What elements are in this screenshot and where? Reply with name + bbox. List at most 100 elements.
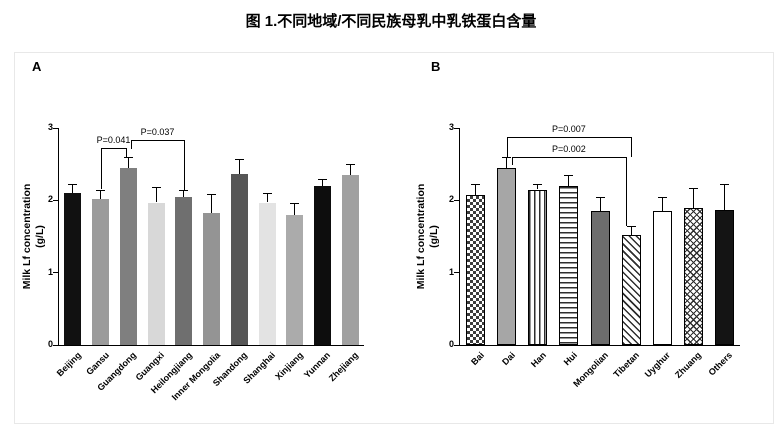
significance-bracket-tick <box>626 156 628 226</box>
y-axis-title-b-line2: (g/L) <box>428 225 441 248</box>
significance-bracket-tick <box>506 136 508 157</box>
error-bar-cap <box>595 196 605 198</box>
error-bar-cap <box>471 184 481 186</box>
error-bar-stem <box>266 193 268 203</box>
significance-bracket-tick <box>183 139 185 190</box>
bar-heilongjiang <box>175 196 193 345</box>
bar-uyghur <box>652 211 672 345</box>
y-axis-title-a-line1: Milk Lf concentration <box>21 183 33 290</box>
y-axis-title-b-line1: Milk Lf concentration <box>415 183 427 290</box>
y-axis-tick <box>454 272 459 274</box>
error-bar-cap <box>564 175 574 176</box>
bar-dai <box>497 167 517 345</box>
error-bar-stem <box>211 193 212 214</box>
error-bar-stem <box>537 183 539 190</box>
error-bar-stem <box>630 226 632 236</box>
error-bar-cap <box>234 159 244 161</box>
error-bar-stem <box>238 159 240 174</box>
y-axis-tick <box>454 127 459 129</box>
y-axis-title-a-line2: (g/L) <box>34 225 47 248</box>
significance-p-value: P=0.041 <box>96 135 131 146</box>
plot-area-b: 0 1 2 3 Bai Dai Han Hui Mongolian Tibetan Uyghur Zh… <box>449 122 740 389</box>
bar-yunnan <box>313 185 331 345</box>
significance-bracket-tick <box>131 139 133 149</box>
error-bar-stem <box>599 196 601 212</box>
error-bar-cap <box>151 186 161 188</box>
y-axis-title-b: Milk Lf concentration (g/L) <box>415 128 442 345</box>
error-bar-cap <box>96 189 106 191</box>
bar-bai <box>466 195 486 345</box>
bar-xinjiang <box>286 214 304 345</box>
error-bar-cap <box>688 188 698 189</box>
error-bar-stem <box>506 156 508 168</box>
error-bar-stem <box>155 186 157 203</box>
y-axis-tick <box>53 272 58 274</box>
bar-shanghai <box>258 202 276 345</box>
error-bar-stem <box>723 184 725 210</box>
error-bar-cap <box>345 164 355 166</box>
bar-tibetan <box>621 235 641 345</box>
y-axis-tick <box>454 344 459 346</box>
bar-beijing <box>64 193 82 345</box>
error-bar-cap <box>533 183 543 185</box>
error-bar-cap <box>626 226 636 228</box>
error-bar-stem <box>72 184 74 194</box>
figure: A Milk Lf concentration (g/L) 0 1 2 3 Beijin… <box>14 52 774 424</box>
error-bar-cap <box>719 184 729 186</box>
significance-bracket-line <box>100 148 127 150</box>
bar-gansu <box>92 198 110 345</box>
error-bar-stem <box>349 164 351 176</box>
y-tick-label: 2 <box>448 194 454 205</box>
significance-bracket-line <box>131 139 184 141</box>
error-bar-stem <box>100 189 102 199</box>
error-bar-cap <box>123 156 133 158</box>
error-bar-cap <box>207 193 216 195</box>
error-bar-cap <box>262 193 272 195</box>
error-bar-stem <box>692 188 694 208</box>
y-axis-tick <box>53 199 58 201</box>
y-tick-label: 2 <box>47 194 53 205</box>
error-bar-stem <box>568 175 570 186</box>
y-tick-label: 3 <box>47 122 53 132</box>
bar-shandong <box>230 173 248 345</box>
bar-zhejiang <box>341 175 359 345</box>
error-bar-cap <box>179 189 189 191</box>
y-axis-title-a: Milk Lf concentration (g/L) <box>21 128 48 345</box>
error-bar-stem <box>321 178 323 186</box>
figure-title: 图 1.不同地域/不同民族母乳中乳铁蛋白含量 <box>245 13 537 30</box>
panel-b-label: B <box>431 59 441 74</box>
significance-bracket-tick <box>631 136 633 157</box>
panel-a-label: A <box>32 59 42 74</box>
y-tick-label: 3 <box>448 122 454 132</box>
bar-guangxi <box>147 202 165 345</box>
y-axis-tick <box>454 199 459 201</box>
error-bar-stem <box>127 156 129 168</box>
chart-panel-a: A Milk Lf concentration (g/L) 0 1 2 3 Beijin… <box>15 53 407 423</box>
error-bar-stem <box>475 184 477 196</box>
plot-area-a: 0 1 2 3 Beijing Gansu Guangdong Guangxi Heilongj… <box>48 122 364 402</box>
chart-panel-b: B Milk Lf concentration (g/L) 0 1 2 3 Bai Dai… <box>407 53 773 423</box>
error-bar-cap <box>502 156 512 158</box>
significance-bracket-tick <box>126 148 128 158</box>
bar-guangdong <box>119 167 137 345</box>
bar-others <box>714 209 734 345</box>
error-bar-cap <box>68 184 78 186</box>
y-tick-label: 1 <box>47 266 53 277</box>
significance-p-value: P=0.037 <box>140 126 175 137</box>
error-bar-stem <box>294 202 296 215</box>
significance-bracket-line <box>506 136 632 138</box>
y-tick-label: 1 <box>448 266 454 277</box>
bar-inner-mongolia <box>203 213 220 345</box>
error-bar-stem <box>661 196 663 212</box>
bar-zhuang <box>683 207 703 345</box>
bar-mongolian <box>590 211 610 345</box>
significance-bracket-line <box>511 156 627 158</box>
error-bar-cap <box>657 196 667 198</box>
error-bar-cap <box>290 202 300 204</box>
significance-p-value: P=0.007 <box>552 123 586 134</box>
y-tick-label: 0 <box>47 339 53 349</box>
error-bar-stem <box>183 189 185 197</box>
y-axis-tick <box>53 344 58 346</box>
bar-hui <box>559 185 579 345</box>
